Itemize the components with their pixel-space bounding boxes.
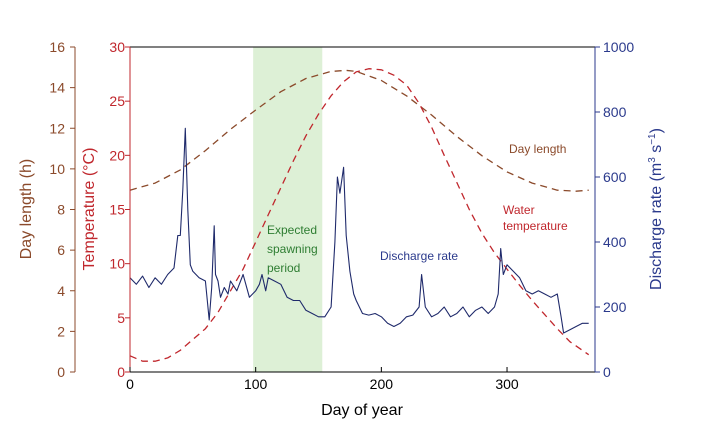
annotation-water-temperature-line-2: temperature	[503, 219, 568, 233]
series-line-day-length	[129, 69, 589, 192]
shaded-region-label: Expected spawning period	[267, 223, 318, 275]
x-axis-ticks: 0 100 200 300	[126, 367, 519, 392]
x-tick-label: 0	[126, 376, 134, 392]
shade-label-line-3: period	[267, 261, 300, 275]
discharge-label-end: )	[648, 128, 665, 133]
series-line-discharge-rate	[129, 127, 589, 334]
shaded-region	[253, 47, 323, 372]
temperature-tick-label: 0	[117, 364, 125, 380]
temperature-axis-label: Temperature (°C)	[81, 148, 98, 271]
discharge-label-sup2: −1	[647, 133, 658, 145]
x-tick-label: 100	[244, 376, 268, 392]
temperature-tick-label: 25	[109, 93, 125, 109]
temperature-tick-label: 10	[109, 256, 125, 272]
temperature-tick-label: 5	[117, 310, 125, 326]
temperature-tick-label: 30	[109, 39, 125, 55]
temperature-tick-label: 20	[109, 147, 125, 163]
day_length-tick-label: 2	[57, 323, 65, 339]
annotation-day-length: Day length	[509, 142, 566, 156]
series-lines	[129, 68, 590, 362]
day_length-tick-label: 0	[57, 364, 65, 380]
discharge-label-sup: 3	[647, 157, 658, 163]
day_length-tick-label: 16	[49, 39, 65, 55]
shade-label-line-1: Expected	[267, 223, 317, 237]
discharge-tick-label: 800	[603, 104, 627, 120]
day_length-tick-label: 6	[57, 242, 65, 258]
day-length-ticks: 0 2 4 6 8 10 12 14 16	[49, 39, 75, 380]
discharge-ticks: 0 200 400 600 800 1000	[595, 39, 634, 380]
temperature-tick-label: 15	[109, 202, 125, 218]
discharge-tick-label: 1000	[603, 39, 634, 55]
shade-label-line-2: spawning	[267, 242, 318, 256]
discharge-label-main: Discharge rate (m	[648, 163, 665, 290]
day_length-tick-label: 12	[49, 120, 65, 136]
day_length-tick-label: 4	[57, 283, 65, 299]
discharge-tick-label: 0	[603, 364, 611, 380]
temperature-ticks: 0 5 10 15 20 25 30	[109, 39, 130, 380]
discharge-axis-label: Discharge rate (m3 s−1)	[647, 128, 665, 290]
x-axis-label: Day of year	[321, 402, 403, 419]
discharge-tick-label: 400	[603, 234, 627, 250]
x-tick-label: 200	[370, 376, 394, 392]
day_length-tick-label: 14	[49, 80, 65, 96]
day_length-tick-label: 8	[57, 202, 65, 218]
day_length-tick-label: 10	[49, 161, 65, 177]
annotation-discharge-rate: Discharge rate	[380, 249, 458, 263]
x-tick-label: 300	[495, 376, 519, 392]
day-length-axis-label: Day length (h)	[18, 159, 35, 260]
discharge-tick-label: 600	[603, 169, 627, 185]
discharge-tick-label: 200	[603, 299, 627, 315]
discharge-label-mid: s	[648, 145, 665, 157]
annotation-water-temperature-line-1: Water	[503, 203, 535, 217]
series-line-water-temperature	[129, 68, 590, 362]
